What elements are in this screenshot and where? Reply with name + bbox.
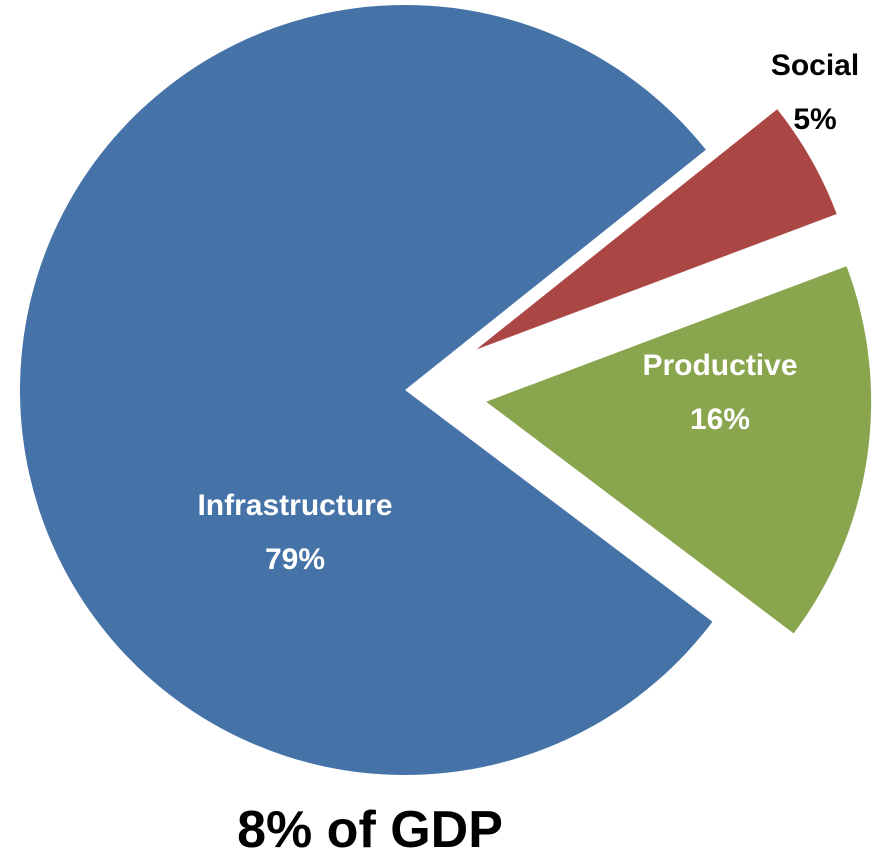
slice-label-social: Social — [771, 49, 859, 82]
slice-label-infrastructure: Infrastructure — [197, 489, 392, 522]
chart-caption: 8% of GDP — [0, 800, 740, 860]
pie-slices — [20, 5, 871, 775]
slice-label-productive: Productive — [642, 349, 797, 382]
slice-value-social: 5% — [793, 103, 836, 136]
slice-value-productive: 16% — [690, 403, 750, 436]
slice-value-infrastructure: 79% — [265, 543, 325, 576]
